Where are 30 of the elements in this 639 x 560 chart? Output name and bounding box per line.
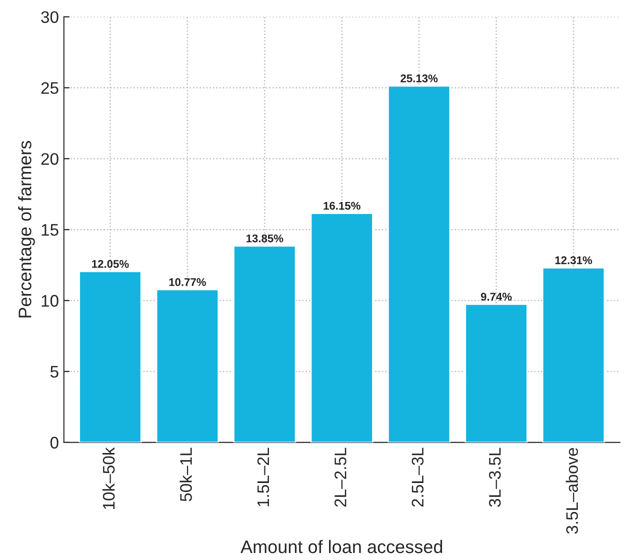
x-tick-label: 1.5L–2L — [257, 448, 270, 506]
bar — [78, 270, 142, 442]
data-label: 16.15% — [324, 202, 360, 210]
y-tick-label: 0 — [50, 436, 58, 449]
x-tick-label: 2L–2.5L — [334, 448, 346, 507]
bar — [233, 245, 296, 442]
bar — [542, 267, 606, 442]
x-tick-label: 2.5L–3L — [412, 448, 424, 507]
bar — [156, 288, 220, 442]
data-label: 12.05% — [92, 260, 129, 268]
bar — [388, 85, 451, 442]
bar — [310, 212, 374, 442]
data-label: 10.77% — [169, 278, 206, 286]
x-axis-title: Amount of loan accessed — [240, 540, 442, 554]
x-tick-label: 3.5L–above — [566, 448, 578, 534]
x-tick-label: 50k–1L — [180, 448, 192, 502]
data-label: 25.13% — [400, 74, 438, 82]
x-tick-label: 3L–3.5L — [488, 448, 501, 507]
y-tick-label: 5 — [50, 366, 58, 378]
bar — [464, 304, 528, 442]
y-tick-label: 10 — [42, 294, 58, 307]
y-tick-label: 20 — [41, 153, 58, 165]
y-tick-label: 15 — [42, 224, 58, 236]
y-tick-label: 30 — [41, 11, 58, 24]
data-label: 12.31% — [555, 256, 592, 264]
data-label: 9.74% — [480, 292, 512, 301]
y-tick-label: 25 — [41, 82, 58, 94]
x-tick-label: 10k–50k — [102, 447, 115, 509]
y-axis-title: Percentage of farmers — [18, 140, 35, 318]
data-label: 13.85% — [246, 234, 284, 242]
